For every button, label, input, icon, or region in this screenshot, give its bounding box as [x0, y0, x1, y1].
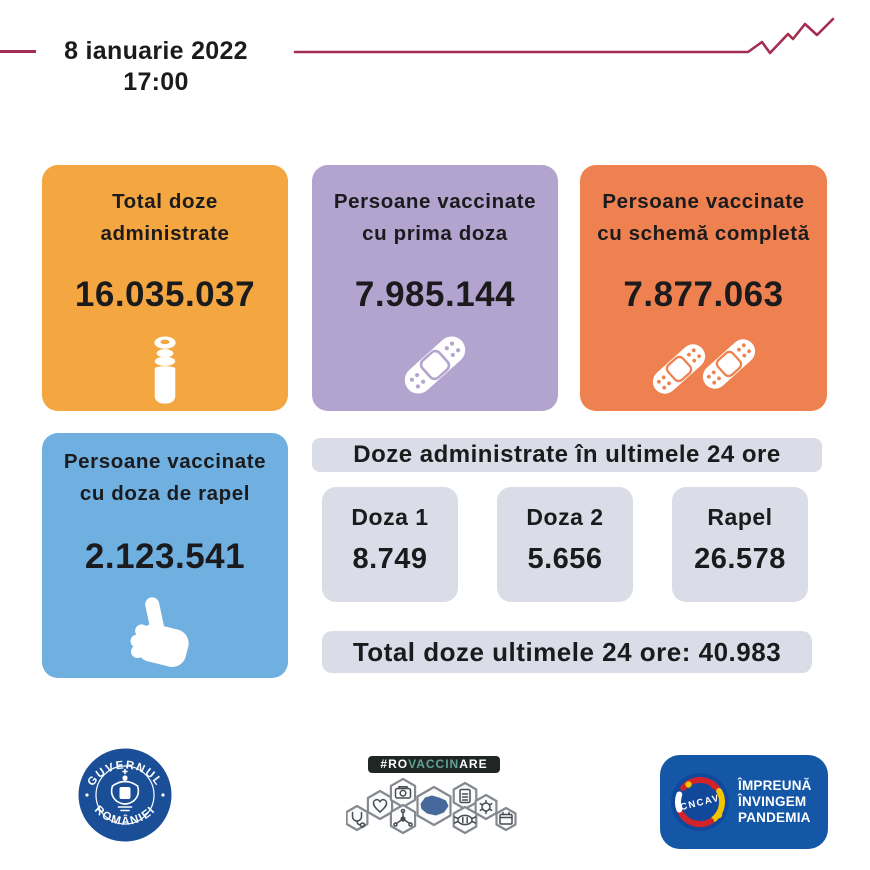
vaccine-vial-icon — [42, 335, 288, 405]
hashtag-prefix: #RO — [380, 757, 409, 771]
card-value: 2.123.541 — [84, 537, 246, 576]
report-datetime: 8 ianuarie 2022 17:00 — [40, 36, 272, 99]
card-value: 16.035.037 — [74, 275, 256, 314]
hex-camera — [389, 777, 417, 808]
rovaccinare-hexagon-icons — [346, 777, 517, 835]
cncav-slogan: ÎMPREUNĂ ÎNVINGEM PANDEMIA — [738, 778, 812, 826]
dose1-card: Doza 1 8.749 — [322, 487, 458, 602]
coat-of-arms-eagle-icon — [110, 768, 140, 812]
romania-map-shape — [420, 795, 449, 816]
dose-value: 5.656 — [527, 543, 603, 575]
hex-heart — [366, 789, 394, 821]
cncav-slogan-line: PANDEMIA — [738, 809, 811, 825]
hashtag-highlight: VACCIN — [408, 757, 460, 771]
card-title: Total doze administrate — [100, 190, 230, 245]
card-title: Persoane vaccinate cu doza de rapel — [63, 450, 267, 505]
government-of-romania-logo: GUVERNUL ROMÂNIEI — [76, 746, 174, 844]
card-booster-dose: Persoane vaccinate cu doza de rapel 2.12… — [42, 433, 288, 678]
cncav-slogan-line: ÎMPREUNĂ — [738, 778, 812, 794]
card-title: Persoane vaccinate cu prima doza — [333, 190, 537, 245]
dose-label: Rapel — [707, 504, 773, 530]
booster-mini-card: Rapel 26.578 — [672, 487, 808, 602]
hex-virus — [474, 793, 498, 821]
hashtag-suffix: ARE — [459, 757, 488, 771]
cncav-emblem-icon: CNCAV — [671, 773, 729, 831]
cncav-slogan-line: ÎNVINGEM — [738, 794, 807, 810]
card-total-doses: Total doze administrate 16.035.037 — [42, 165, 288, 411]
report-date: 8 ianuarie 2022 — [64, 37, 248, 65]
rovaccinare-logo: #ROVACCINARE — [346, 756, 522, 837]
card-full-scheme: Persoane vaccinate cu schemă completă 7.… — [580, 165, 827, 411]
last24-heading: Doze administrate în ultimele 24 ore — [312, 438, 822, 472]
cncav-logo: CNCAV ÎMPREUNĂ ÎNVINGEM PANDEMIA — [660, 755, 828, 849]
card-first-dose: Persoane vaccinate cu prima doza 7.985.1… — [312, 165, 558, 411]
dose2-card: Doza 2 5.656 — [497, 487, 633, 602]
card-value: 7.877.063 — [623, 275, 784, 314]
dose-value: 26.578 — [694, 543, 786, 575]
accent-line-left — [0, 50, 36, 53]
card-value: 7.985.144 — [354, 275, 516, 314]
hex-record — [452, 781, 478, 811]
report-time: 17:00 — [123, 68, 189, 97]
hex-mask — [452, 805, 478, 835]
trend-line-icon — [293, 17, 835, 55]
dose-label: Doza 1 — [351, 504, 429, 530]
double-bandaid-icon — [580, 328, 827, 405]
dose-label: Doza 2 — [526, 504, 604, 530]
last24-total: Total doze ultimele 24 ore: 40.983 — [322, 631, 812, 673]
thumbs-up-icon — [42, 594, 288, 672]
rovaccinare-hashtag: #ROVACCINARE — [368, 756, 500, 773]
dose-value: 8.749 — [352, 543, 428, 575]
bandaid-icon — [312, 325, 558, 405]
card-title: Persoane vaccinate cu schemă completă — [597, 190, 810, 245]
